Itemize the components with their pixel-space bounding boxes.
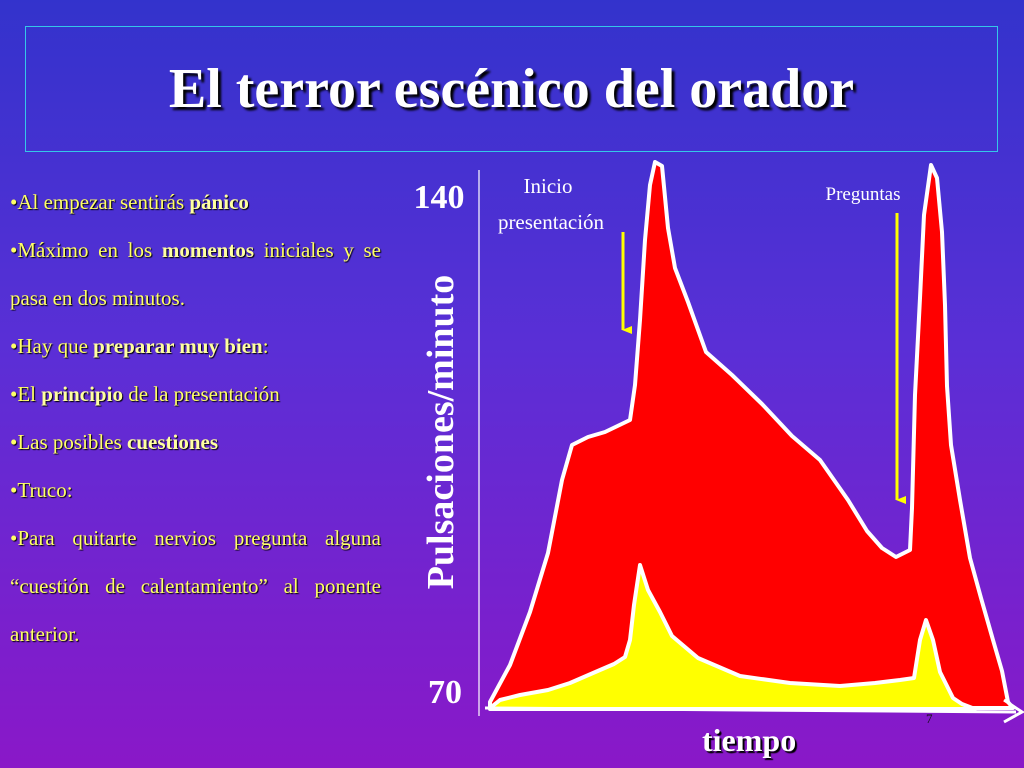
y-tick-label-70: 70 — [428, 674, 462, 711]
x-axis — [484, 706, 1017, 714]
bullet-item: •Al empezar sentirás pánico — [10, 178, 381, 226]
page-number: 7 — [926, 711, 933, 726]
annotation-label-inicio-line2: presentación — [498, 210, 605, 234]
bullet-text: •Para quitarte nervios pregunta alguna “… — [10, 526, 381, 646]
y-tick-label-140: 140 — [414, 179, 465, 216]
bullet-item: •Para quitarte nervios pregunta alguna “… — [10, 514, 381, 658]
bullet-text: •Hay que — [10, 334, 94, 358]
bullet-item: •Las posibles cuestiones — [10, 418, 381, 466]
bullet-text: iniciales y se pasa en dos minutos. — [10, 238, 381, 310]
y-axis-label: Pulsaciones/minuto — [420, 275, 462, 590]
bullet-list: •Al empezar sentirás pánico •Máximo en lo… — [10, 178, 381, 658]
series-pulse-peak — [488, 160, 1015, 710]
bullet-text: •El — [10, 382, 42, 406]
bullet-emphasis: principio — [41, 382, 123, 406]
annotation-label-inicio-line1: Inicio — [524, 174, 573, 198]
x-axis-label: tiempo — [702, 722, 797, 758]
bullet-text: : — [262, 334, 269, 358]
slide-title: El terror escénico del orador — [168, 58, 855, 120]
annotation-label-preguntas: Preguntas — [826, 184, 901, 205]
bullet-item: •Máximo en los momentos iniciales y se p… — [10, 226, 381, 322]
bullet-item: •El principio de la presentación — [10, 370, 381, 418]
bullet-emphasis: pánico — [189, 190, 249, 214]
bullet-emphasis: preparar muy bien — [93, 334, 263, 358]
series-pulse-base — [488, 563, 977, 711]
bullet-item: •Hay que preparar muy bien: — [10, 322, 381, 370]
bullet-emphasis: cuestiones — [127, 430, 219, 454]
x-axis-arrowhead — [1003, 698, 1024, 724]
bullet-text: •Las posibles — [10, 430, 128, 454]
bullet-emphasis: momentos — [161, 238, 255, 262]
bullet-text: de la presentación — [122, 382, 280, 406]
title-box: El terror escénico del orador — [25, 26, 998, 152]
bullet-text: •Truco: — [10, 478, 73, 502]
bullet-item: •Truco: — [10, 466, 381, 514]
bullet-text: •Máximo en los — [10, 238, 162, 262]
bullet-text: •Al empezar sentirás — [10, 190, 190, 214]
